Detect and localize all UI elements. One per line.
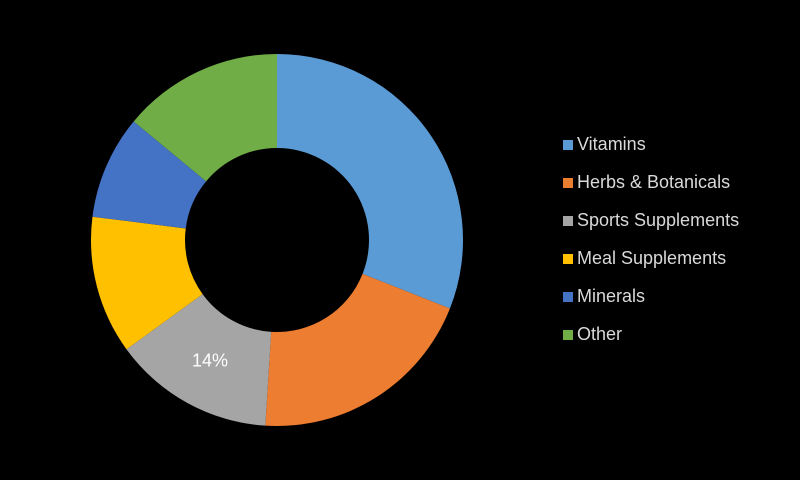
donut-slice [126,294,272,426]
legend-text: Sports Supplements [577,210,739,230]
donut-slice [265,273,450,426]
legend-swatch [563,140,573,150]
legend-swatch [563,216,573,226]
legend-text: Other [577,324,622,344]
legend-text: Vitamins [577,134,646,154]
donut-slice [92,121,207,229]
value-label: 14% [192,351,228,371]
legend-text: Herbs & Botanicals [577,172,730,192]
legend-swatch [563,254,573,264]
legend-swatch [563,292,573,302]
donut-slice [90,216,203,350]
legend-text: Meal Supplements [577,248,726,268]
legend-swatch [563,178,573,188]
legend-swatch [563,330,573,340]
donut-slice [133,53,277,182]
legend-text: Minerals [577,286,645,306]
donut-slice [277,54,463,309]
